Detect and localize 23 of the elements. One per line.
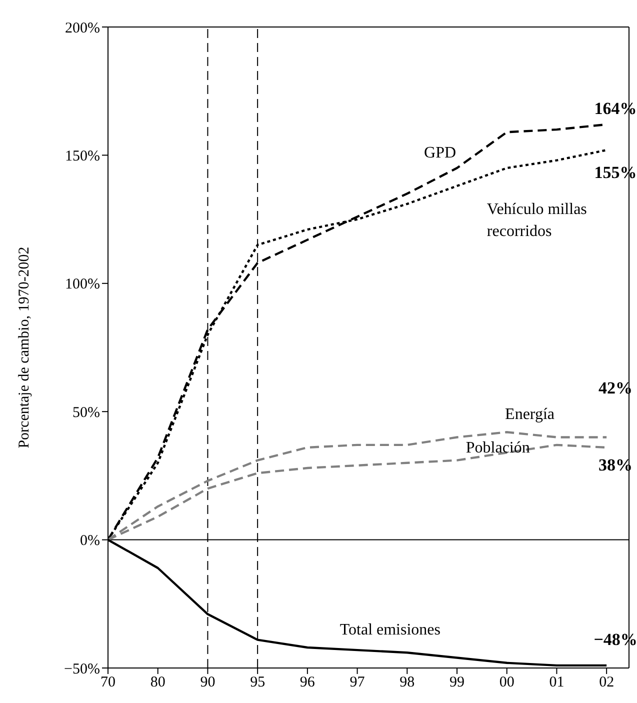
x-tick-label: 97: [350, 674, 366, 691]
x-tick-label: 90: [200, 674, 216, 691]
y-tick-label: 0%: [80, 533, 100, 550]
x-tick-label: 99: [449, 674, 464, 691]
annotation: Vehículo millas recorridos: [486, 201, 587, 240]
y-tick-label: 200%: [65, 20, 100, 36]
x-tick-label: 95: [250, 674, 266, 691]
x-tick-label: 98: [400, 674, 415, 691]
annotation: Energía: [505, 406, 555, 424]
x-tick-label: 01: [549, 674, 564, 691]
x-tick-label: 80: [150, 674, 166, 691]
y-axis-title: Porcentaje de cambio, 1970-2002: [16, 246, 32, 448]
annotation: GPD: [424, 144, 456, 162]
y-tick-label: −50%: [64, 661, 100, 678]
x-tick-label: 00: [499, 674, 514, 691]
x-tick-label: 02: [599, 674, 614, 691]
annotation: Población: [466, 439, 530, 456]
annotation: Total emisiones: [340, 622, 441, 639]
x-tick-label: 96: [300, 674, 316, 691]
y-tick-label: 150%: [65, 148, 100, 165]
y-tick-label: 100%: [65, 276, 100, 293]
x-tick-label: 70: [100, 674, 116, 691]
y-tick-label: 50%: [72, 404, 100, 421]
